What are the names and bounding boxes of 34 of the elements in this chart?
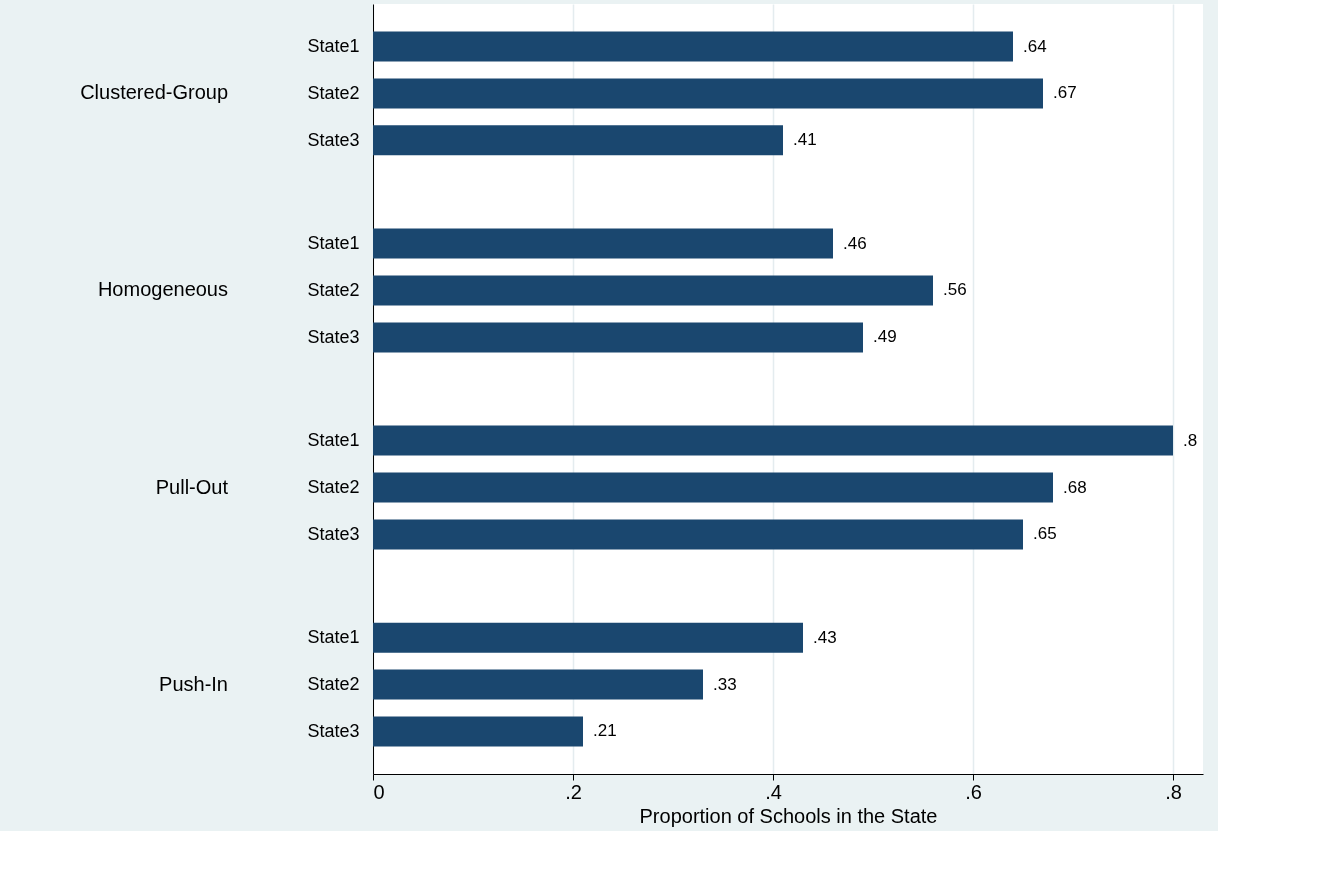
data-label: .43 xyxy=(813,627,837,647)
x-tick-label: 0 xyxy=(373,780,385,803)
text: Homogeneous xyxy=(97,278,228,301)
y-tick-label: State3 xyxy=(307,129,360,150)
x-tick-label: .4 xyxy=(765,780,782,803)
data-label: .64 xyxy=(1023,36,1047,56)
x-tick-label: .2 xyxy=(565,780,582,803)
y-tick-label: State3 xyxy=(307,326,360,347)
x-tick-label: .8 xyxy=(1165,780,1182,803)
y-tick-label: State2 xyxy=(307,674,360,695)
x-tick-label: .6 xyxy=(965,780,982,803)
y-tick-label: State1 xyxy=(307,36,360,57)
y-tick-label: State1 xyxy=(307,627,360,648)
text: Pull-Out xyxy=(155,475,229,498)
data-label: .67 xyxy=(1053,83,1077,103)
y-tick-label: State2 xyxy=(307,477,360,498)
text: Clustered-Group xyxy=(80,81,228,104)
data-label: .8 xyxy=(1183,430,1198,450)
y-tick-label: State2 xyxy=(307,279,360,300)
y-tick-label: State1 xyxy=(307,430,360,451)
y-tick-label: State3 xyxy=(307,720,360,741)
data-label: .41 xyxy=(793,130,817,150)
data-label: .33 xyxy=(713,674,737,694)
data-label: .56 xyxy=(943,280,967,300)
text: Push-In xyxy=(159,672,228,695)
x-axis-title: Proportion of Schools in the State xyxy=(639,804,938,827)
y-tick-label: State2 xyxy=(307,82,360,103)
data-label: .46 xyxy=(843,233,867,253)
y-tick-label: State3 xyxy=(307,523,360,544)
data-label: .21 xyxy=(593,721,617,741)
data-label: .68 xyxy=(1063,477,1087,497)
y-tick-label: State1 xyxy=(307,233,360,254)
data-label: .65 xyxy=(1033,524,1057,544)
data-label: .49 xyxy=(873,327,897,347)
